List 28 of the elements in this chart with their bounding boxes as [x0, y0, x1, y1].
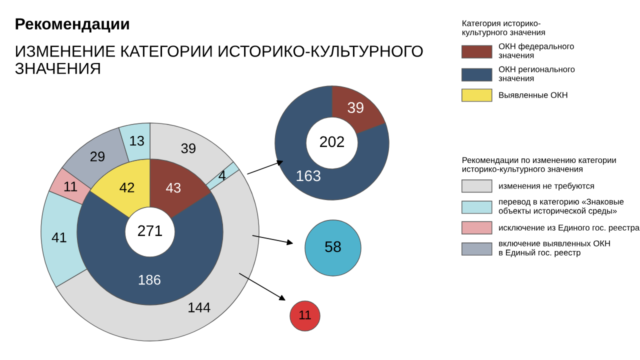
legend-label: ОКН регионального значения [498, 66, 575, 82]
legend-label: перевод в категорию «Знаковые объекты исторической среды» [498, 198, 624, 216]
legend-label: исключение из Единого гос. реестра [499, 224, 640, 232]
data-label: 11 [299, 310, 311, 320]
text: 271 [138, 225, 162, 236]
text: 202 [320, 136, 344, 148]
text: ИЗМЕНЕНИЕ КАТЕГОРИИ ИСТОРИКО-КУЛЬТУРНОГО ЗНАЧЕНИЯ [15, 46, 423, 74]
data-label: 39 [181, 143, 196, 154]
data-label: 29 [90, 152, 105, 162]
legend-label: Выявленные ОКН [499, 92, 568, 98]
data-label: 163 [296, 170, 320, 182]
chart-title: Рекомендации [16, 18, 129, 33]
data-label: 13 [130, 136, 144, 146]
data-label: 58 [325, 241, 341, 252]
data-label: 4 [218, 170, 226, 180]
legend-title: Категория историко- культурного значения [462, 20, 545, 37]
data-label: 43 [166, 182, 181, 193]
text: Рекомендации по изменению категории историко-культурного значения [462, 157, 616, 174]
data-label: 42 [120, 182, 134, 192]
legend-label: ОКН федерального значения [498, 43, 574, 58]
data-label: 11 [64, 182, 78, 192]
data-label: 144 [188, 302, 210, 312]
donut-slice [274, 86, 390, 200]
data-label: 186 [138, 274, 160, 285]
data-label: 39 [348, 102, 364, 114]
legend-label: включение выявленных ОКН в Единый гос. реестр [499, 240, 610, 258]
legend-label: изменения не требуются [499, 182, 594, 190]
data-label: 41 [52, 232, 66, 242]
